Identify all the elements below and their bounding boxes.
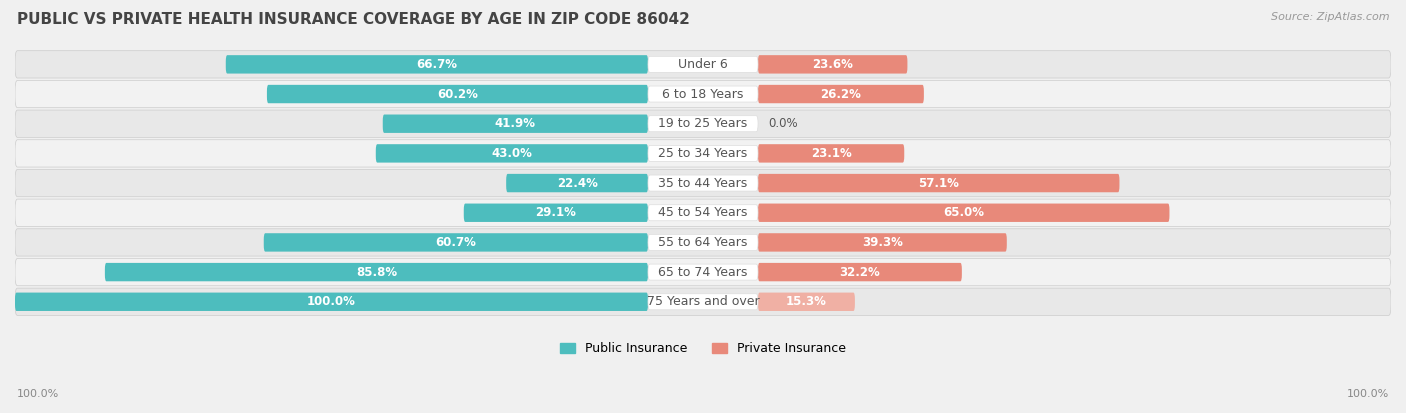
FancyBboxPatch shape — [648, 205, 758, 221]
Text: 60.2%: 60.2% — [437, 88, 478, 100]
Text: 55 to 64 Years: 55 to 64 Years — [658, 236, 748, 249]
Text: 75 Years and over: 75 Years and over — [647, 295, 759, 308]
FancyBboxPatch shape — [382, 114, 648, 133]
FancyBboxPatch shape — [648, 86, 758, 102]
FancyBboxPatch shape — [226, 55, 648, 74]
FancyBboxPatch shape — [758, 204, 1170, 222]
Text: 22.4%: 22.4% — [557, 177, 598, 190]
Text: 85.8%: 85.8% — [356, 266, 396, 279]
Text: 25 to 34 Years: 25 to 34 Years — [658, 147, 748, 160]
Text: 100.0%: 100.0% — [17, 389, 59, 399]
Text: 41.9%: 41.9% — [495, 117, 536, 130]
FancyBboxPatch shape — [15, 229, 1391, 256]
Text: 29.1%: 29.1% — [536, 206, 576, 219]
FancyBboxPatch shape — [375, 144, 648, 163]
FancyBboxPatch shape — [648, 145, 758, 161]
FancyBboxPatch shape — [15, 140, 1391, 167]
Text: 23.6%: 23.6% — [813, 58, 853, 71]
FancyBboxPatch shape — [648, 56, 758, 72]
FancyBboxPatch shape — [758, 174, 1119, 192]
FancyBboxPatch shape — [648, 294, 758, 310]
Text: 6 to 18 Years: 6 to 18 Years — [662, 88, 744, 100]
FancyBboxPatch shape — [758, 292, 855, 311]
Text: 0.0%: 0.0% — [768, 117, 799, 130]
Text: Source: ZipAtlas.com: Source: ZipAtlas.com — [1271, 12, 1389, 22]
Text: 43.0%: 43.0% — [492, 147, 533, 160]
Text: 66.7%: 66.7% — [416, 58, 457, 71]
FancyBboxPatch shape — [15, 288, 1391, 316]
Text: 100.0%: 100.0% — [307, 295, 356, 308]
FancyBboxPatch shape — [648, 175, 758, 191]
FancyBboxPatch shape — [15, 51, 1391, 78]
FancyBboxPatch shape — [758, 144, 904, 163]
Text: Under 6: Under 6 — [678, 58, 728, 71]
FancyBboxPatch shape — [464, 204, 648, 222]
FancyBboxPatch shape — [648, 235, 758, 250]
FancyBboxPatch shape — [758, 85, 924, 103]
Text: 35 to 44 Years: 35 to 44 Years — [658, 177, 748, 190]
Text: 39.3%: 39.3% — [862, 236, 903, 249]
Text: 15.3%: 15.3% — [786, 295, 827, 308]
Text: 26.2%: 26.2% — [821, 88, 862, 100]
Text: 65.0%: 65.0% — [943, 206, 984, 219]
FancyBboxPatch shape — [15, 110, 1391, 138]
FancyBboxPatch shape — [758, 263, 962, 281]
Text: 100.0%: 100.0% — [1347, 389, 1389, 399]
FancyBboxPatch shape — [648, 264, 758, 280]
FancyBboxPatch shape — [15, 169, 1391, 197]
FancyBboxPatch shape — [264, 233, 648, 252]
FancyBboxPatch shape — [105, 263, 648, 281]
FancyBboxPatch shape — [15, 81, 1391, 108]
Text: 32.2%: 32.2% — [839, 266, 880, 279]
Text: 57.1%: 57.1% — [918, 177, 959, 190]
Text: 45 to 54 Years: 45 to 54 Years — [658, 206, 748, 219]
FancyBboxPatch shape — [758, 55, 907, 74]
FancyBboxPatch shape — [15, 199, 1391, 226]
FancyBboxPatch shape — [267, 85, 648, 103]
FancyBboxPatch shape — [506, 174, 648, 192]
Text: 65 to 74 Years: 65 to 74 Years — [658, 266, 748, 279]
Legend: Public Insurance, Private Insurance: Public Insurance, Private Insurance — [555, 337, 851, 361]
Text: 19 to 25 Years: 19 to 25 Years — [658, 117, 748, 130]
Text: 23.1%: 23.1% — [811, 147, 852, 160]
FancyBboxPatch shape — [15, 292, 648, 311]
Text: PUBLIC VS PRIVATE HEALTH INSURANCE COVERAGE BY AGE IN ZIP CODE 86042: PUBLIC VS PRIVATE HEALTH INSURANCE COVER… — [17, 12, 690, 27]
FancyBboxPatch shape — [648, 116, 758, 132]
FancyBboxPatch shape — [15, 259, 1391, 286]
FancyBboxPatch shape — [758, 233, 1007, 252]
Text: 60.7%: 60.7% — [436, 236, 477, 249]
